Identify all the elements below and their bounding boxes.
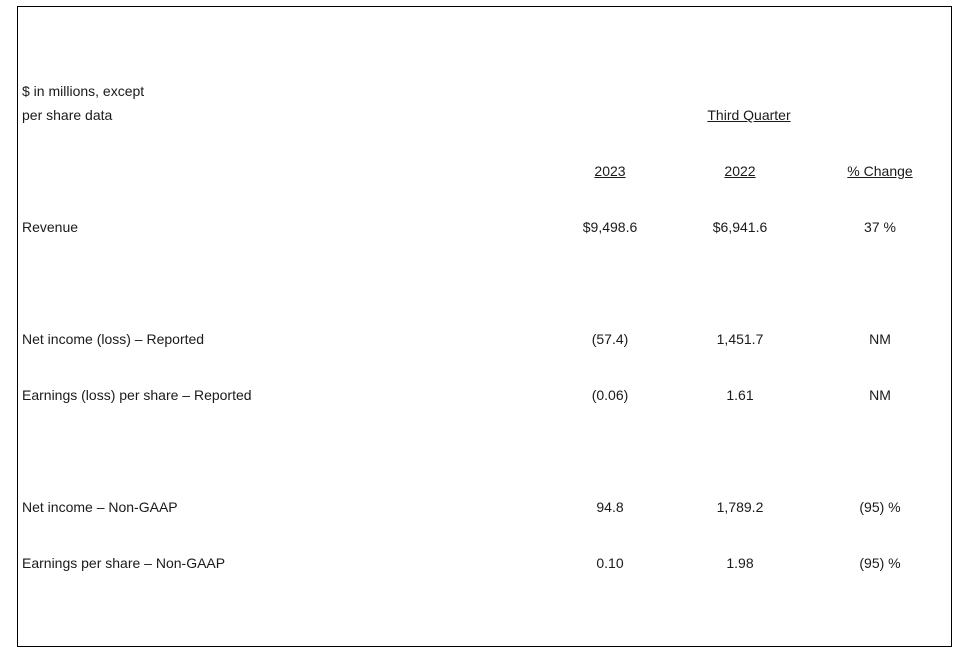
row-label-eps-non-gaap: Earnings per share – Non-GAAP <box>22 555 226 571</box>
net-income-reported-2023: (57.4) <box>591 331 629 347</box>
period-header: Third Quarter <box>707 107 791 123</box>
row-label-net-income-reported: Net income (loss) – Reported <box>22 331 205 347</box>
revenue-2023: $9,498.6 <box>582 219 638 235</box>
row-label-revenue: Revenue <box>22 219 79 235</box>
row-label-net-income-non-gaap: Net income – Non-GAAP <box>22 499 178 515</box>
row-label-eps-reported: Earnings (loss) per share – Reported <box>22 387 252 403</box>
column-header-2022: 2022 <box>724 163 756 179</box>
eps-reported-2023: (0.06) <box>591 387 629 403</box>
eps-non-gaap-change: (95) % <box>859 555 901 571</box>
net-income-non-gaap-2023: 94.8 <box>596 499 624 515</box>
eps-non-gaap-2022: 1.98 <box>726 555 754 571</box>
net-income-non-gaap-2022: 1,789.2 <box>716 499 764 515</box>
revenue-change: 37 % <box>864 219 896 235</box>
financial-summary-table <box>17 6 952 647</box>
net-income-reported-change: NM <box>869 331 891 347</box>
net-income-non-gaap-change: (95) % <box>859 499 901 515</box>
eps-reported-change: NM <box>869 387 891 403</box>
unit-label-line2: per share data <box>22 107 113 123</box>
eps-reported-2022: 1.61 <box>726 387 754 403</box>
column-header-change: % Change <box>847 163 913 179</box>
eps-non-gaap-2023: 0.10 <box>596 555 624 571</box>
revenue-2022: $6,941.6 <box>712 219 768 235</box>
net-income-reported-2022: 1,451.7 <box>716 331 764 347</box>
column-header-2023: 2023 <box>594 163 626 179</box>
unit-label-line1: $ in millions, except <box>22 83 145 99</box>
